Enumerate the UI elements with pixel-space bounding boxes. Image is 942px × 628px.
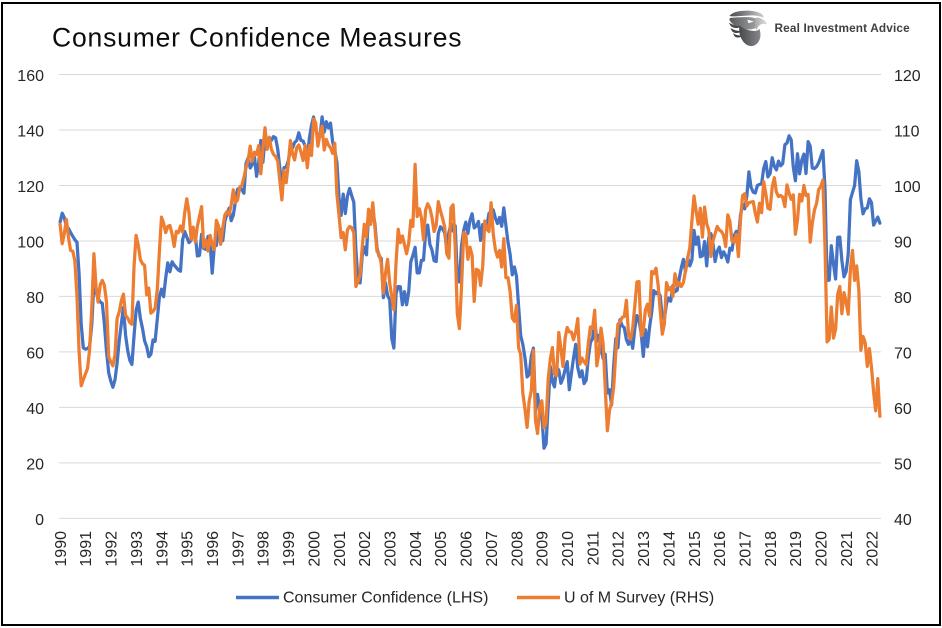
svg-text:2008: 2008: [509, 531, 526, 567]
svg-text:140: 140: [17, 124, 44, 141]
svg-text:160: 160: [17, 68, 44, 85]
svg-text:1994: 1994: [154, 531, 171, 567]
svg-text:40: 40: [26, 401, 44, 418]
svg-text:2006: 2006: [459, 531, 476, 567]
svg-text:2010: 2010: [560, 531, 577, 567]
svg-text:2020: 2020: [814, 531, 831, 567]
svg-text:1990: 1990: [53, 531, 70, 567]
svg-text:2003: 2003: [383, 531, 400, 567]
svg-text:90: 90: [894, 235, 912, 252]
svg-text:2019: 2019: [788, 531, 805, 567]
svg-text:0: 0: [35, 512, 44, 529]
svg-text:1995: 1995: [180, 531, 197, 567]
svg-text:2009: 2009: [535, 531, 552, 567]
svg-text:100: 100: [17, 235, 44, 252]
svg-text:2011: 2011: [585, 531, 602, 566]
svg-text:1993: 1993: [129, 531, 146, 567]
svg-text:Consumer Confidence (LHS): Consumer Confidence (LHS): [283, 590, 488, 607]
svg-text:2005: 2005: [433, 531, 450, 567]
svg-text:2001: 2001: [332, 531, 349, 567]
svg-text:20: 20: [26, 457, 44, 474]
svg-text:2022: 2022: [864, 531, 881, 567]
svg-text:2017: 2017: [738, 531, 755, 567]
svg-text:2013: 2013: [636, 531, 653, 567]
svg-text:1992: 1992: [104, 531, 121, 567]
svg-text:60: 60: [894, 401, 912, 418]
svg-text:100: 100: [894, 179, 921, 196]
svg-text:1999: 1999: [281, 531, 298, 567]
svg-text:120: 120: [894, 68, 921, 85]
svg-text:Consumer Confidence Measures: Consumer Confidence Measures: [52, 22, 462, 52]
svg-text:2002: 2002: [357, 531, 374, 567]
svg-text:2007: 2007: [484, 531, 501, 567]
svg-text:40: 40: [894, 512, 912, 529]
svg-text:1991: 1991: [78, 531, 95, 567]
svg-text:50: 50: [894, 457, 912, 474]
svg-text:2012: 2012: [611, 531, 628, 567]
svg-text:110: 110: [894, 124, 920, 141]
svg-text:1997: 1997: [230, 531, 247, 567]
svg-text:80: 80: [26, 290, 44, 307]
svg-text:1998: 1998: [256, 531, 273, 567]
svg-text:2016: 2016: [712, 531, 729, 567]
svg-text:2014: 2014: [661, 531, 678, 567]
svg-text:120: 120: [17, 179, 44, 196]
svg-text:2015: 2015: [687, 531, 704, 567]
svg-text:2018: 2018: [763, 531, 780, 567]
svg-text:2000: 2000: [306, 531, 323, 567]
svg-text:70: 70: [894, 346, 912, 363]
svg-text:1996: 1996: [205, 531, 222, 567]
svg-text:U of M Survey (RHS): U of M Survey (RHS): [564, 590, 714, 607]
svg-text:80: 80: [894, 290, 912, 307]
svg-text:2004: 2004: [408, 531, 425, 567]
svg-text:2021: 2021: [839, 531, 856, 567]
svg-text:Real Investment Advice: Real Investment Advice: [775, 21, 911, 35]
svg-text:60: 60: [26, 346, 44, 363]
